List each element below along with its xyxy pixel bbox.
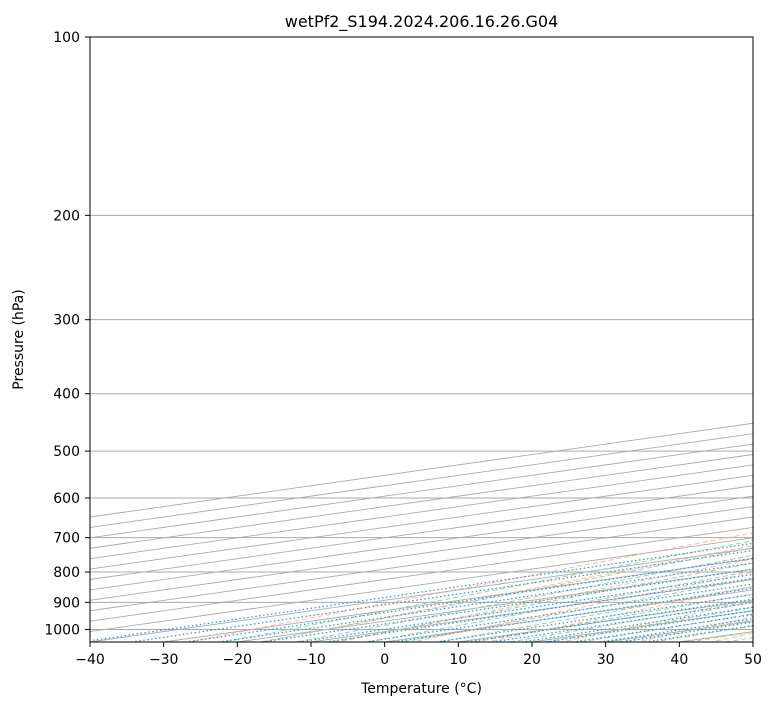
dry-adiabat	[559, 600, 753, 642]
isotherm-line	[90, 433, 753, 528]
mixing-ratio-line	[127, 549, 753, 642]
y-tick-label: 400	[53, 387, 80, 403]
x-axis-label: Temperature (°C)	[360, 681, 482, 697]
y-tick-label: 900	[53, 595, 80, 611]
mixing-ratio-line	[258, 568, 753, 642]
isotherm-line	[605, 620, 753, 642]
isotherm-line	[163, 558, 753, 642]
mixing-ratio-line	[488, 602, 753, 642]
y-tick-label: 1000	[44, 622, 80, 638]
isotherm-line	[90, 506, 753, 601]
moist-adiabat	[221, 540, 753, 642]
y-tick-label: 100	[53, 30, 80, 46]
isotherm-line	[90, 443, 753, 539]
x-tick-label: −20	[223, 652, 253, 668]
y-tick-label: 200	[53, 208, 80, 224]
isotherm-line	[90, 454, 753, 549]
moist-adiabat	[506, 600, 753, 642]
isotherm-line	[90, 485, 753, 580]
moist-adiabat	[364, 570, 753, 642]
moist-adiabat	[435, 585, 753, 642]
mixing-ratio-line	[361, 583, 753, 642]
isotherm-line	[752, 641, 753, 642]
x-tick-label: 20	[523, 652, 541, 668]
dry-adiabat	[186, 532, 753, 642]
isotherm-line	[310, 579, 753, 642]
isotherm-line	[531, 610, 753, 642]
y-tick-label: 700	[53, 531, 80, 547]
moist-adiabat	[722, 637, 753, 642]
dry-adiabat	[410, 571, 753, 642]
y-axis-label: Pressure (hPa)	[11, 289, 27, 389]
moist-adiabat	[685, 631, 753, 642]
mixing-ratio-line	[518, 606, 753, 642]
x-tick-label: 30	[597, 652, 615, 668]
moist-adiabat	[400, 578, 753, 642]
moist-adiabat	[257, 547, 753, 642]
x-tick-label: −30	[149, 652, 179, 668]
x-tick-label: 0	[380, 652, 389, 668]
mixing-ratio-line	[390, 587, 753, 642]
x-tick-label: −10	[296, 652, 326, 668]
moist-adiabat	[541, 607, 753, 642]
y-tick-label: 600	[53, 491, 80, 507]
y-tick-label: 800	[53, 565, 80, 581]
isotherm-line	[90, 516, 753, 612]
mixing-ratio-line	[618, 621, 753, 642]
mixing-ratio-line	[214, 562, 753, 642]
isotherm-line	[90, 422, 753, 518]
mixing-ratio-line	[295, 573, 753, 642]
isotherm-line	[90, 495, 753, 591]
mixing-ratio-line	[542, 610, 753, 642]
x-tick-label: 40	[670, 652, 688, 668]
plot-frame	[89, 36, 754, 643]
y-tick-label: 300	[53, 313, 80, 329]
moist-adiabat	[754, 150, 775, 643]
isotherm-line	[90, 537, 753, 633]
moist-adiabat	[329, 562, 753, 642]
isotherm-line	[90, 474, 753, 570]
x-tick-label: −40	[75, 652, 105, 668]
mixing-ratio-line	[321, 577, 753, 642]
chart-title: wetPf2_S194.2024.206.16.26.G04	[285, 12, 559, 32]
isotherm-line	[90, 464, 753, 560]
y-tick-label: 500	[53, 444, 80, 460]
x-tick-label: 50	[744, 652, 762, 668]
moist-adiabat	[470, 593, 753, 642]
isotherm-line	[90, 526, 753, 622]
dry-adiabat	[261, 545, 753, 642]
moist-adiabat	[293, 554, 753, 642]
x-tick-label: 10	[449, 652, 467, 668]
isotherm-line	[90, 547, 753, 642]
